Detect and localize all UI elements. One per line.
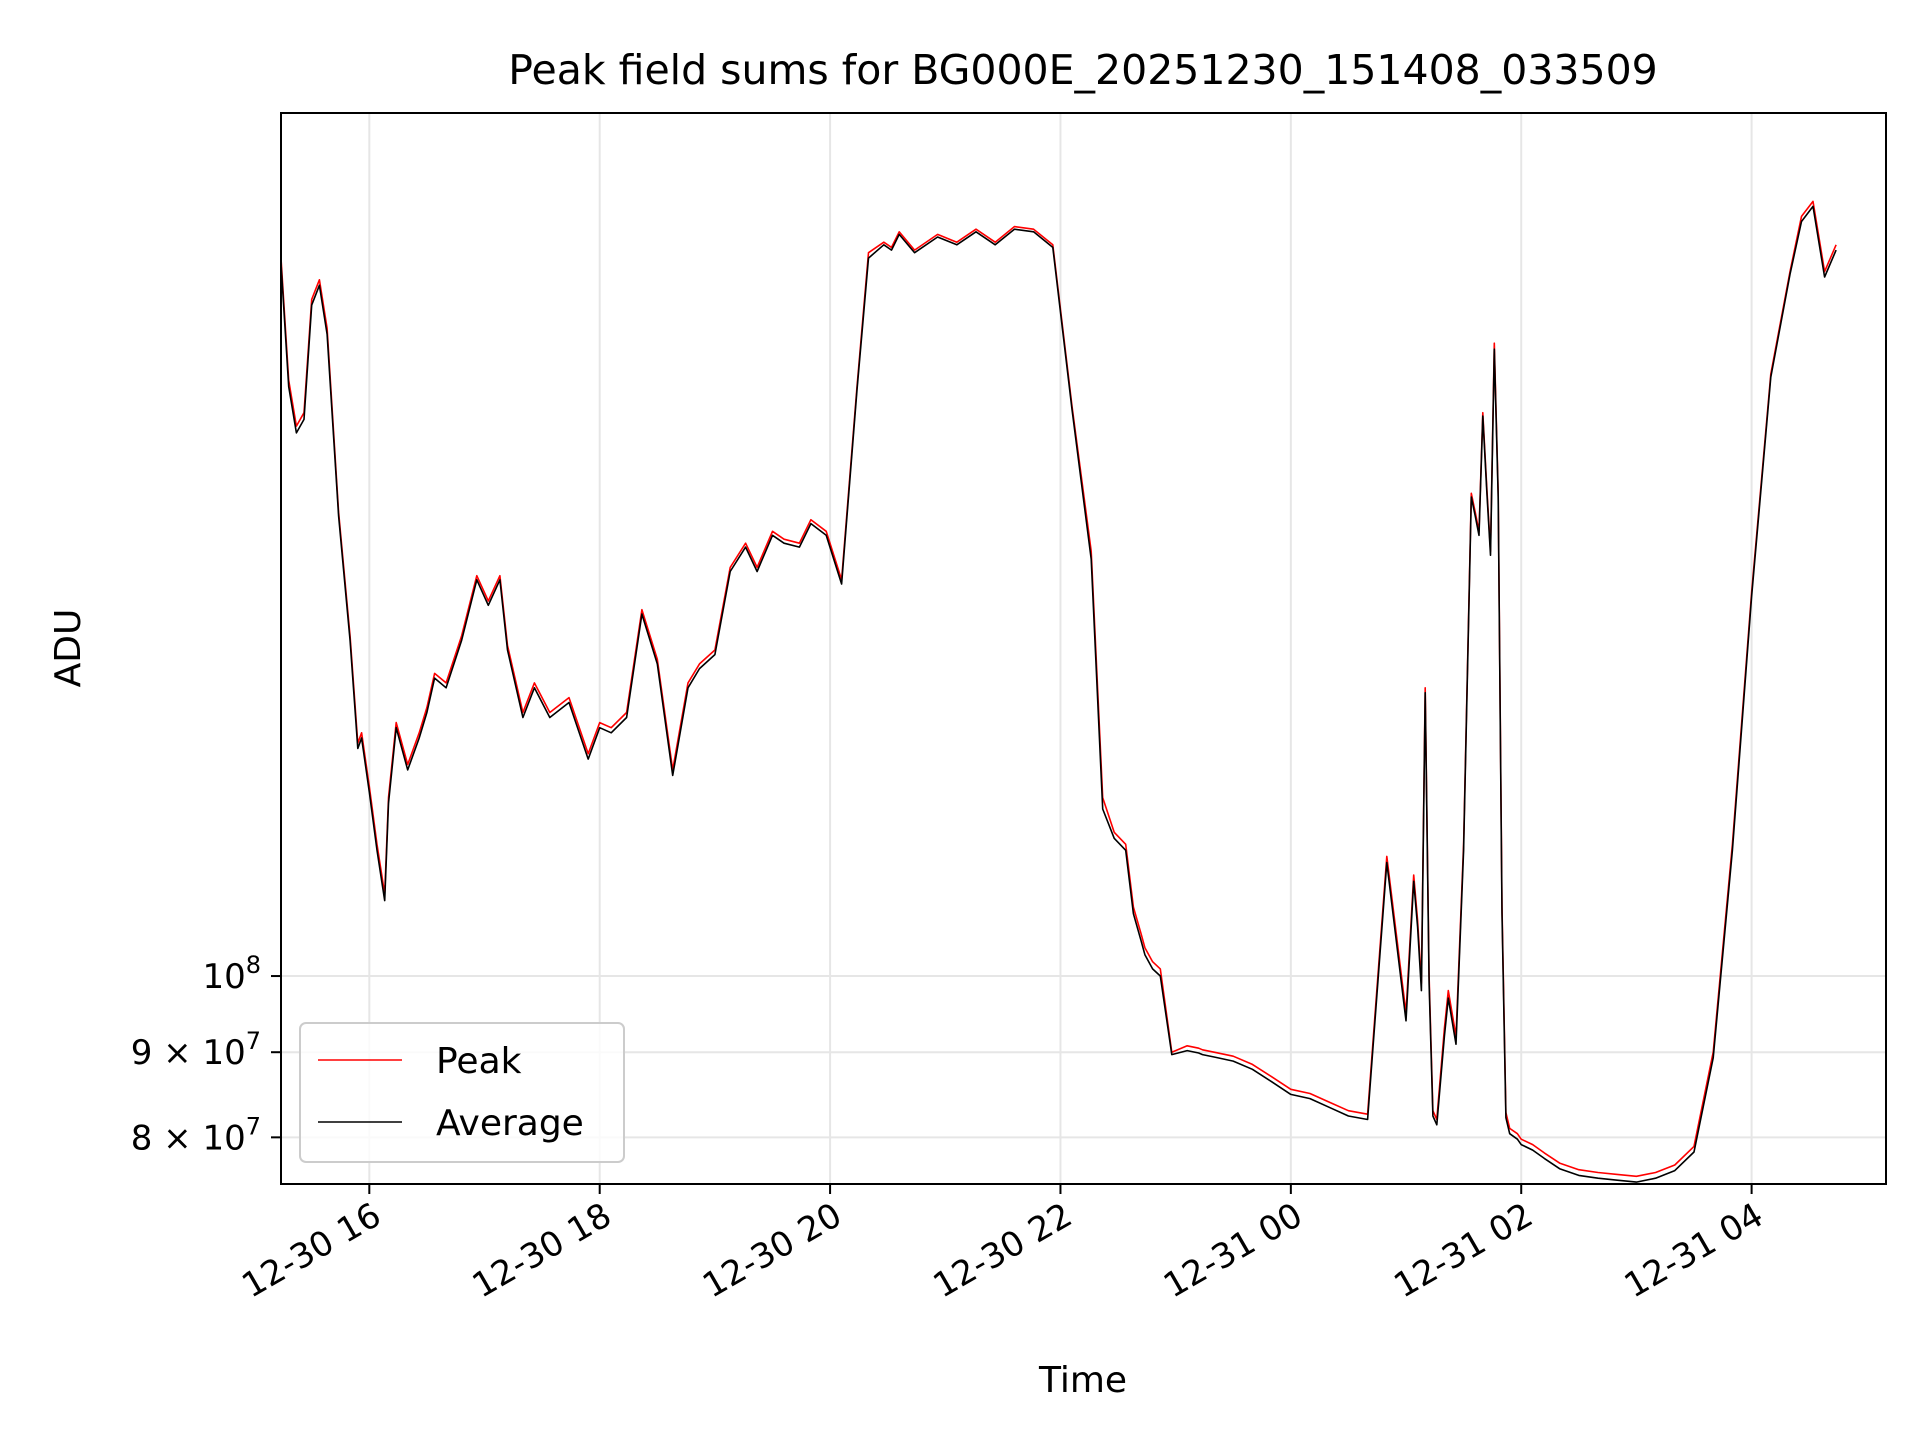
y-axis-label: ADU [48,609,89,688]
legend-label-peak: Peak [436,1041,522,1082]
x-axis-label: Time [1038,1360,1127,1401]
series-layer [281,200,1837,1183]
y-axis: 108 9 × 107 8 × 107 [131,951,281,1158]
gridlines [281,113,1886,1184]
legend-box [299,1022,625,1163]
chart-title: Peak field sums for BG000E_20251230_1514… [508,46,1658,94]
legend: Peak Average [299,1022,625,1163]
y-tick-label: 108 [202,951,261,997]
y-tick-label: 9 × 107 [131,1027,261,1073]
plot-frame [280,112,1887,1185]
legend-label-average: Average [436,1103,584,1144]
series-line-average [281,205,1837,1183]
y-tick-label: 8 × 107 [131,1112,261,1158]
series-line-peak [281,200,1837,1178]
